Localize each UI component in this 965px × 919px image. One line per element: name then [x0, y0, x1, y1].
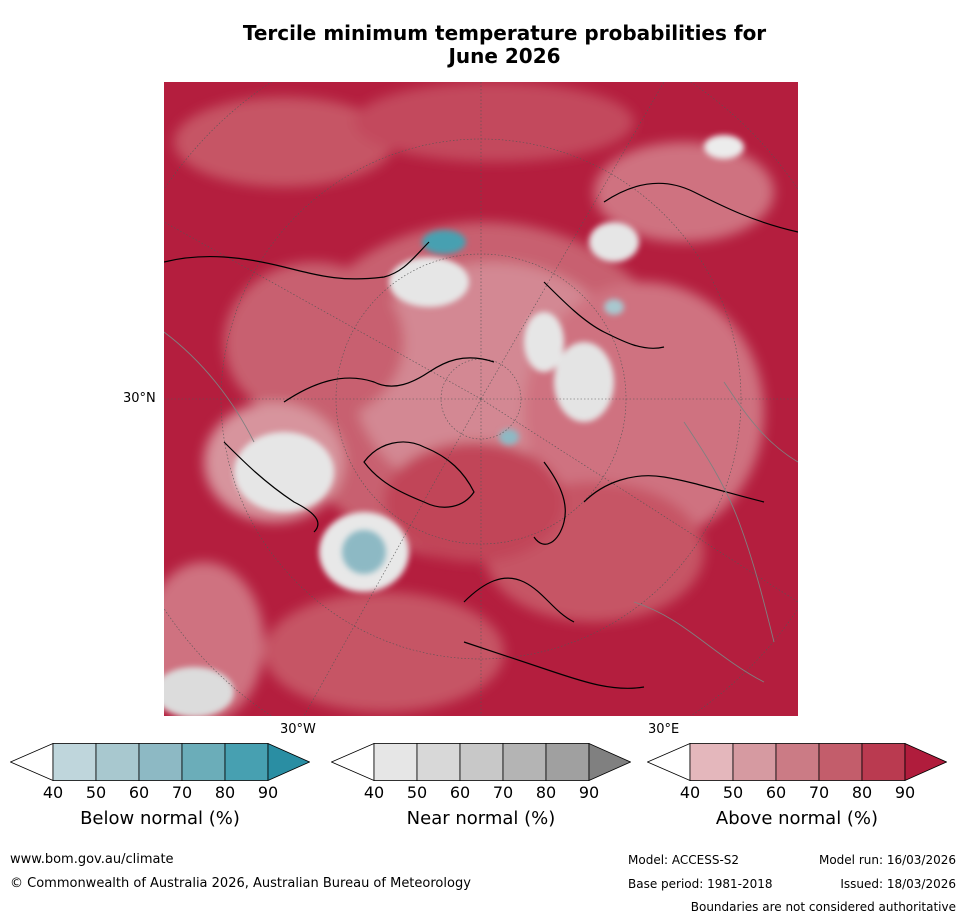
- colorbar-swatch: [181, 743, 226, 781]
- coastlines: [164, 182, 798, 689]
- country-borders: [164, 331, 798, 683]
- model-name: Model: ACCESS-S2: [628, 853, 740, 867]
- title-line-2: June 2026: [448, 44, 561, 68]
- colorbar-swatch: [818, 743, 863, 781]
- tick-label: 60: [449, 783, 471, 802]
- probability-shading: [164, 82, 774, 716]
- lon-label-30e: 30°E: [648, 722, 680, 737]
- copyright: © Commonwealth of Australia 2026, Austra…: [10, 876, 471, 891]
- colorbar-swatch: [775, 743, 820, 781]
- colorbar-above-normal-title: Above normal (%): [715, 808, 879, 829]
- tick-label: 60: [128, 783, 150, 802]
- colorbar-swatch: [647, 743, 691, 781]
- colorbar-below-normal: [10, 743, 310, 781]
- graticule: [164, 82, 798, 716]
- colorbar-swatch: [331, 743, 375, 781]
- map-canvas: [164, 82, 798, 716]
- colorbar-swatch: [689, 743, 734, 781]
- colorbar-near-normal-bar: [331, 743, 631, 781]
- tick-label: 70: [808, 783, 830, 802]
- tick-label: 50: [85, 783, 107, 802]
- colorbar-swatch: [459, 743, 504, 781]
- colorbar-below-normal-bar: [10, 743, 310, 781]
- colorbar-swatch: [224, 743, 269, 781]
- map-title: Tercile minimum temperature probabilitie…: [22, 22, 965, 68]
- model-run: Model run: 16/03/2026: [818, 853, 956, 867]
- colorbar-swatch: [545, 743, 590, 781]
- colorbar-swatch: [95, 743, 140, 781]
- colorbar-near-normal-title: Near normal (%): [406, 808, 556, 829]
- base-period: Base period: 1981-2018: [628, 877, 773, 891]
- colorbar-swatch: [138, 743, 183, 781]
- tick-label: 60: [765, 783, 787, 802]
- colorbar-swatch: [10, 743, 54, 781]
- tick-label: 90: [578, 783, 600, 802]
- tick-label: 70: [171, 783, 193, 802]
- boundaries-disclaimer: Boundaries are not considered authoritat…: [690, 900, 956, 914]
- colorbar-swatch: [904, 743, 947, 781]
- tick-label: 50: [406, 783, 428, 802]
- colorbar-swatch: [502, 743, 547, 781]
- tick-label: 90: [894, 783, 916, 802]
- lon-label-30w: 30°W: [280, 722, 316, 737]
- colorbar-swatch: [52, 743, 97, 781]
- colorbar-near-normal: [331, 743, 631, 781]
- tick-label: 70: [492, 783, 514, 802]
- colorbar-above-normal: [647, 743, 947, 781]
- probability-map: [164, 82, 798, 716]
- tick-label: 80: [214, 783, 236, 802]
- tick-label: 40: [363, 783, 385, 802]
- colorbar-swatch: [416, 743, 461, 781]
- colorbar-swatch: [267, 743, 310, 781]
- colorbar-above-normal-bar: [647, 743, 947, 781]
- tick-label: 50: [722, 783, 744, 802]
- issued-date: Issued: 18/03/2026: [840, 877, 956, 891]
- colorbar-swatch: [588, 743, 631, 781]
- below-normal-patches: [342, 230, 624, 574]
- colorbar-swatch: [861, 743, 906, 781]
- tick-label: 80: [851, 783, 873, 802]
- tick-label: 90: [257, 783, 279, 802]
- website-link[interactable]: www.bom.gov.au/climate: [10, 852, 174, 867]
- tick-label: 40: [679, 783, 701, 802]
- lat-label-30n: 30°N: [123, 391, 156, 406]
- colorbar-swatch: [373, 743, 418, 781]
- colorbar-below-normal-title: Below normal (%): [80, 808, 240, 829]
- title-line-1: Tercile minimum temperature probabilitie…: [242, 21, 767, 45]
- tick-label: 40: [42, 783, 64, 802]
- colorbar-swatch: [732, 743, 777, 781]
- tick-label: 80: [535, 783, 557, 802]
